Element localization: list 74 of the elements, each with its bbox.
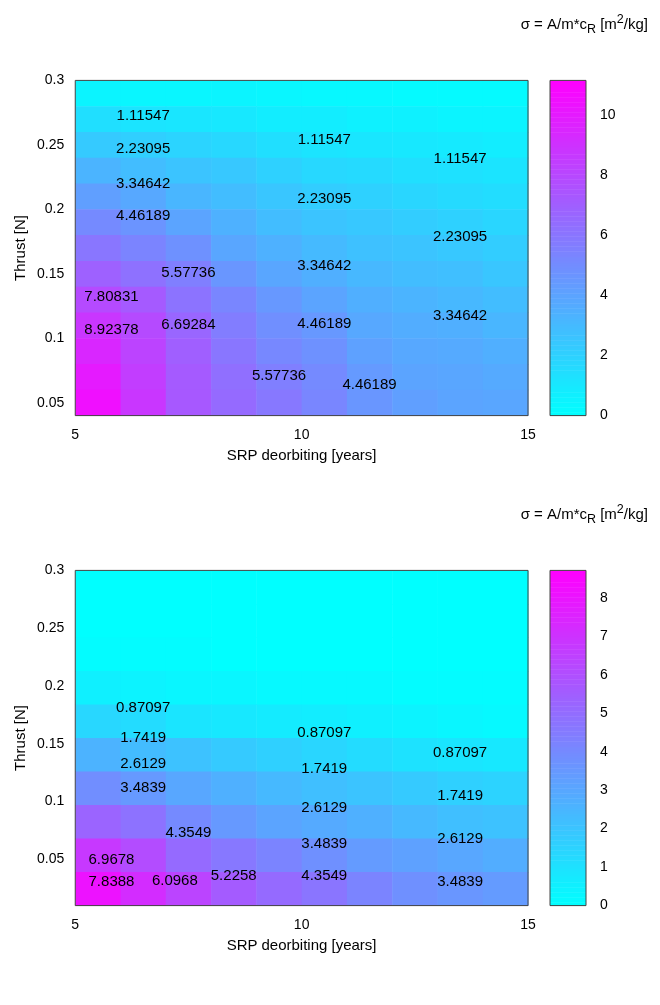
- annotation: 2.23095: [116, 139, 171, 157]
- color-bar-label: 10: [600, 105, 616, 122]
- color-bar-label: 0: [600, 406, 608, 423]
- annotation: 3.4839: [301, 833, 348, 851]
- x-tick-label: 15: [520, 915, 536, 932]
- x-axis-title: SRP deorbiting [years]: [226, 445, 377, 463]
- x-tick-label: 10: [293, 425, 310, 442]
- annotation: 6.9678: [88, 849, 135, 867]
- annotation: 4.46189: [297, 313, 352, 331]
- color-bar-label: 1: [600, 857, 608, 874]
- annotation: 6.69284: [161, 315, 216, 333]
- annotation: 6.0968: [151, 871, 198, 889]
- annotation: 5.57736: [161, 263, 216, 281]
- annotation: 1.11547: [433, 148, 487, 166]
- x-tick-label: 5: [71, 425, 80, 442]
- annotation: 8.92378: [84, 320, 139, 338]
- y-axis-title: Thrust [N]: [11, 705, 29, 771]
- annotation: 4.46189: [342, 375, 397, 393]
- annotation: 0.87097: [116, 697, 171, 715]
- annotation: 1.7419: [301, 759, 348, 777]
- y-tick-label: 0.1: [44, 792, 65, 809]
- annotation: 4.3549: [301, 866, 348, 884]
- annotation: 1.7419: [437, 786, 484, 804]
- y-tick-label: 0.3: [44, 561, 65, 578]
- annotation: 4.3549: [165, 822, 212, 840]
- annotation: 3.34642: [432, 305, 488, 323]
- color-bar-label: 8: [600, 588, 608, 605]
- x-tick-label: 15: [520, 425, 536, 442]
- annotation: 3.4839: [437, 872, 484, 890]
- y-tick-label: 0.25: [37, 619, 65, 636]
- annotation: 4.46189: [116, 205, 171, 223]
- color-bar-label: 8: [600, 165, 608, 182]
- annotation: 1.7419: [120, 727, 167, 745]
- annotation: 2.6129: [120, 753, 167, 771]
- color-bar-label: 2: [600, 819, 608, 836]
- color-bar-title: σ = A/m*c$_{R}$ [m$^{2}$/kg]: [520, 12, 648, 36]
- x-tick-label: 10: [293, 915, 310, 932]
- annotation: 3.4839: [120, 777, 167, 795]
- color-bar-label: 6: [600, 665, 608, 682]
- annotation: 5.2258: [210, 866, 257, 884]
- annotation: 2.23095: [432, 227, 488, 245]
- y-tick-label: 0.2: [44, 200, 65, 217]
- annotation: 2.6129: [437, 829, 484, 847]
- x-axis-title: SRP deorbiting [years]: [226, 935, 377, 953]
- color-bar-label: 6: [600, 226, 608, 243]
- color-bar-title: σ = A/m*c$_{R}$ [m$^{2}$/kg]: [520, 502, 648, 526]
- annotation: 2.23095: [297, 188, 352, 206]
- color-bar-label: 0: [600, 896, 608, 913]
- y-tick-label: 0.25: [37, 135, 65, 152]
- color-bar-label: 3: [600, 781, 608, 798]
- y-tick-label: 0.05: [37, 850, 65, 867]
- annotation: 1.11547: [297, 129, 351, 147]
- annotation: 5.57736: [251, 365, 307, 383]
- annotation: 7.80831: [84, 287, 139, 305]
- y-tick-label: 0.1: [44, 329, 65, 346]
- y-tick-label: 0.2: [44, 676, 65, 693]
- annotation: 3.34642: [116, 173, 171, 191]
- color-bar-label: 2: [600, 346, 608, 363]
- annotation: 3.34642: [297, 256, 352, 274]
- color-bar-label: 4: [600, 742, 608, 759]
- y-tick-label: 0.05: [37, 393, 65, 410]
- y-axis-title: Thrust [N]: [11, 215, 29, 281]
- color-bar-label: 4: [600, 286, 608, 303]
- annotation: 0.87097: [432, 743, 488, 761]
- y-tick-label: 0.15: [37, 734, 65, 751]
- annotation: 7.8388: [88, 872, 135, 890]
- annotation: 0.87097: [297, 722, 352, 740]
- color-bar-label: 5: [600, 704, 608, 721]
- color-bar-label: 7: [600, 627, 608, 644]
- y-tick-label: 0.15: [37, 264, 65, 281]
- y-tick-label: 0.3: [44, 71, 65, 88]
- x-tick-label: 5: [71, 915, 80, 932]
- annotation: 1.11547: [116, 106, 170, 124]
- annotation: 2.6129: [301, 798, 348, 816]
